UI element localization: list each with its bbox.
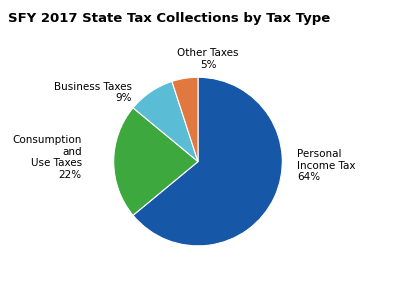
Text: Personal
Income Tax
64%: Personal Income Tax 64% (297, 149, 356, 182)
Wedge shape (133, 77, 282, 246)
Text: Consumption
and
Use Taxes
22%: Consumption and Use Taxes 22% (12, 135, 82, 180)
Wedge shape (172, 77, 198, 162)
Wedge shape (114, 108, 198, 215)
Text: SFY 2017 State Tax Collections by Tax Type: SFY 2017 State Tax Collections by Tax Ty… (8, 12, 330, 25)
Text: Other Taxes
5%: Other Taxes 5% (177, 48, 239, 69)
Text: Business Taxes
9%: Business Taxes 9% (54, 82, 132, 103)
Wedge shape (133, 81, 198, 162)
